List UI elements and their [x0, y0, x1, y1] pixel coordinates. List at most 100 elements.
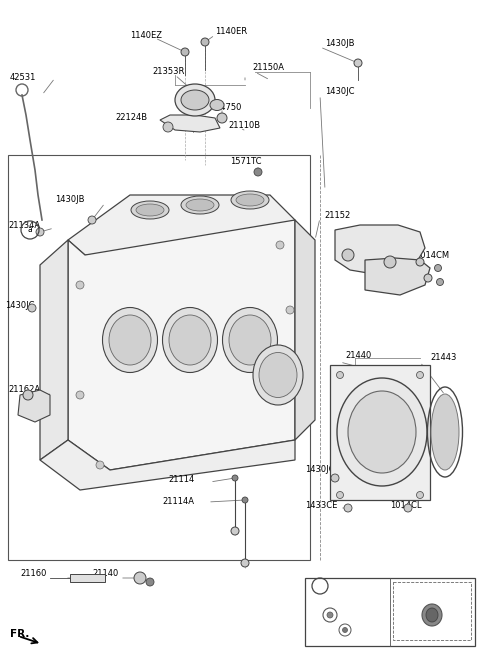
- Circle shape: [331, 474, 339, 482]
- Circle shape: [231, 527, 239, 535]
- Circle shape: [96, 461, 104, 469]
- Circle shape: [146, 578, 154, 586]
- Text: 1430JB: 1430JB: [325, 39, 355, 47]
- Polygon shape: [68, 195, 295, 255]
- Text: 21150A: 21150A: [252, 64, 284, 73]
- Text: 21160: 21160: [20, 569, 47, 579]
- Circle shape: [336, 491, 344, 499]
- Text: 1430JC: 1430JC: [325, 87, 355, 96]
- Ellipse shape: [426, 608, 438, 622]
- Text: 21114: 21114: [168, 476, 194, 485]
- Circle shape: [286, 306, 294, 314]
- Circle shape: [36, 228, 44, 236]
- Ellipse shape: [236, 194, 264, 206]
- Ellipse shape: [431, 394, 459, 470]
- Ellipse shape: [181, 196, 219, 214]
- Text: FR.: FR.: [10, 629, 29, 639]
- Text: a: a: [318, 581, 323, 590]
- Text: 42531: 42531: [10, 73, 36, 83]
- Circle shape: [343, 628, 348, 632]
- Ellipse shape: [223, 308, 277, 373]
- Circle shape: [201, 38, 209, 46]
- Ellipse shape: [253, 345, 303, 405]
- Text: 1430JC: 1430JC: [5, 300, 35, 310]
- Ellipse shape: [337, 378, 427, 486]
- Text: 21353R: 21353R: [152, 68, 184, 77]
- Circle shape: [436, 279, 444, 285]
- Polygon shape: [330, 365, 430, 500]
- Ellipse shape: [136, 204, 164, 216]
- Ellipse shape: [231, 191, 269, 209]
- Circle shape: [384, 256, 396, 268]
- Circle shape: [342, 249, 354, 261]
- Bar: [305, 578, 475, 646]
- Ellipse shape: [210, 100, 224, 110]
- Circle shape: [241, 559, 249, 567]
- Ellipse shape: [169, 315, 211, 365]
- Text: 21133: 21133: [310, 594, 336, 602]
- Ellipse shape: [229, 315, 271, 365]
- Text: 94750: 94750: [215, 104, 241, 112]
- Ellipse shape: [259, 352, 297, 398]
- Circle shape: [76, 391, 84, 399]
- Ellipse shape: [348, 391, 416, 473]
- Circle shape: [23, 390, 33, 400]
- Ellipse shape: [422, 604, 442, 626]
- Circle shape: [28, 304, 36, 312]
- Polygon shape: [365, 258, 430, 295]
- Circle shape: [344, 504, 352, 512]
- Text: 1751GI: 1751GI: [322, 607, 349, 617]
- Circle shape: [336, 371, 344, 379]
- Text: 22124B: 22124B: [115, 113, 147, 123]
- Circle shape: [163, 122, 173, 132]
- Text: 21314A: 21314A: [398, 607, 430, 617]
- Text: a: a: [28, 226, 32, 234]
- Ellipse shape: [181, 90, 209, 110]
- Circle shape: [276, 241, 284, 249]
- Ellipse shape: [186, 199, 214, 211]
- Circle shape: [88, 216, 96, 224]
- Text: 1014CL: 1014CL: [390, 501, 421, 510]
- Circle shape: [242, 497, 248, 503]
- Text: 21140: 21140: [92, 569, 118, 579]
- Text: 21440: 21440: [345, 350, 371, 359]
- Text: 21134A: 21134A: [8, 220, 40, 230]
- Text: 1433CE: 1433CE: [305, 501, 337, 510]
- Text: 21162A: 21162A: [8, 386, 40, 394]
- Ellipse shape: [131, 201, 169, 219]
- Text: 1140ER: 1140ER: [215, 28, 247, 37]
- Bar: [393, 582, 471, 640]
- Text: 1430JC: 1430JC: [305, 466, 335, 474]
- Circle shape: [134, 572, 146, 584]
- Polygon shape: [295, 220, 315, 440]
- Circle shape: [232, 475, 238, 481]
- Ellipse shape: [103, 308, 157, 373]
- Circle shape: [181, 48, 189, 56]
- Text: 21110B: 21110B: [228, 121, 260, 129]
- Polygon shape: [18, 390, 50, 422]
- Polygon shape: [40, 240, 68, 460]
- Circle shape: [434, 264, 442, 272]
- Text: 1430JB: 1430JB: [55, 195, 84, 205]
- Circle shape: [417, 371, 423, 379]
- Text: 43112: 43112: [355, 241, 382, 249]
- Circle shape: [424, 274, 432, 282]
- Text: 21114A: 21114A: [162, 497, 194, 506]
- Text: 1014CM: 1014CM: [415, 251, 449, 260]
- Text: (ALT.): (ALT.): [398, 594, 420, 602]
- Circle shape: [417, 491, 423, 499]
- Bar: [8, 155, 310, 560]
- Polygon shape: [68, 220, 295, 470]
- Circle shape: [354, 59, 362, 67]
- Text: 1571TC: 1571TC: [230, 157, 262, 167]
- Bar: [70, 574, 105, 582]
- Circle shape: [404, 504, 412, 512]
- Circle shape: [217, 113, 227, 123]
- Circle shape: [76, 281, 84, 289]
- Circle shape: [416, 258, 424, 266]
- Text: 21443: 21443: [430, 354, 456, 363]
- Circle shape: [327, 612, 333, 618]
- Polygon shape: [40, 440, 295, 490]
- Text: 21152: 21152: [324, 211, 350, 220]
- Polygon shape: [335, 225, 425, 275]
